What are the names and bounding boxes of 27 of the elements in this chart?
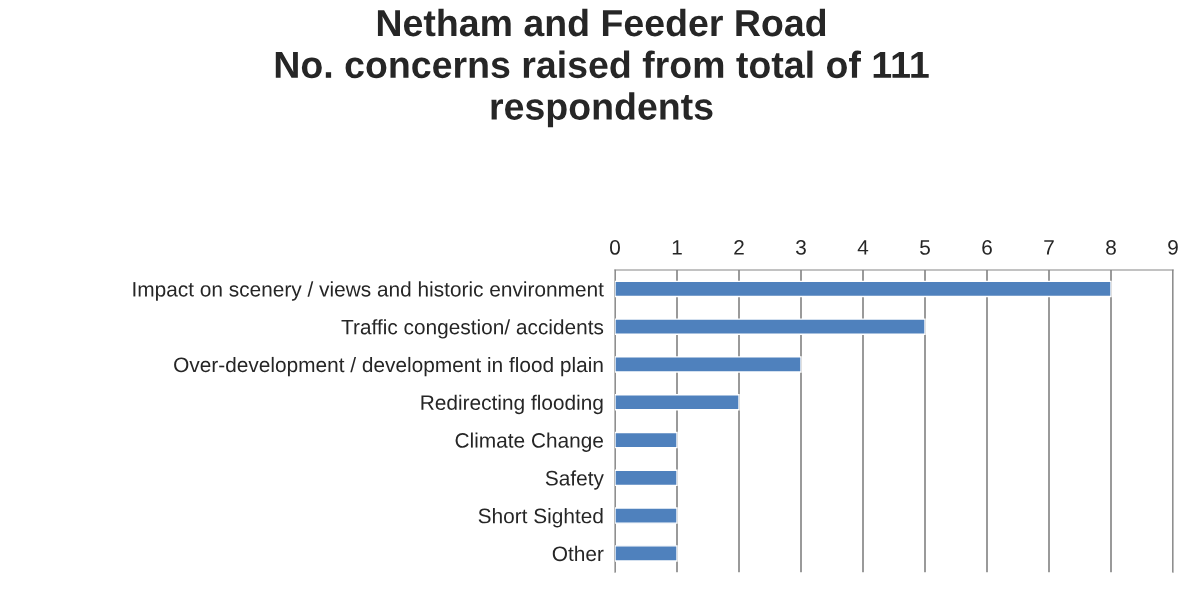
- bar: [615, 356, 802, 373]
- y-tick-label: Short Sighted: [478, 508, 603, 528]
- y-tick-label: Other: [552, 545, 604, 562]
- x-tick-label: 3: [796, 240, 806, 255]
- y-tick-label: Redirecting flooding: [421, 394, 603, 415]
- x-tick-label: 8: [1106, 240, 1116, 255]
- bar: [615, 394, 740, 411]
- y-tick-label: Impact on scenery / views and historic environment: [133, 281, 604, 301]
- x-tick-label: 6: [982, 240, 992, 255]
- x-tick-label: 1: [672, 240, 682, 255]
- bar: [615, 545, 678, 562]
- x-tick-label: 7: [1044, 240, 1054, 255]
- bar: [615, 318, 926, 335]
- y-tick-label: Safety: [545, 470, 604, 490]
- x-tick-label: 9: [1168, 240, 1178, 255]
- x-tick-label: 4: [857, 240, 869, 255]
- x-tick-label: 0: [610, 240, 620, 255]
- y-tick-label: Traffic congestion/ accidents: [341, 319, 604, 339]
- bar: [615, 431, 678, 449]
- bar: [615, 469, 678, 487]
- x-tick-label: 2: [734, 240, 744, 255]
- y-tick-label: Over-development / development in flood plain: [174, 356, 603, 377]
- x-tick-label: 5: [920, 240, 930, 255]
- bar: [615, 507, 678, 524]
- bar: [615, 280, 1112, 298]
- y-tick-label: Climate Change: [455, 432, 603, 452]
- chart-title: Netham and Feeder Road No. concerns raised from total of 111 respondents: [275, 8, 929, 128]
